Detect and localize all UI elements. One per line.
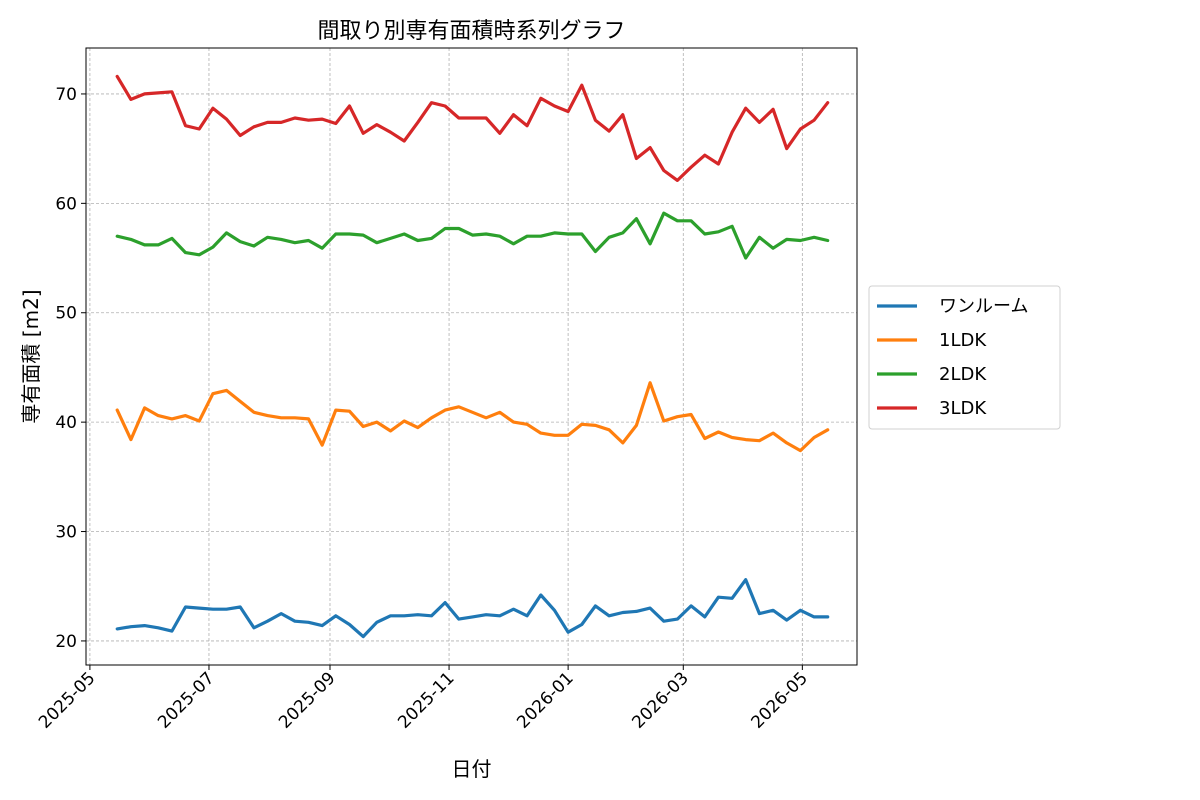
legend-label: 3LDK	[939, 398, 987, 419]
y-axis-title: 専有面積 [m2]	[19, 289, 43, 423]
y-tick-label: 60	[55, 194, 77, 214]
y-tick-label: 70	[55, 85, 77, 105]
series-lines	[115, 74, 830, 639]
y-tick-label: 50	[55, 304, 77, 324]
y-axis-ticks: 20 30 40 50 60 70	[55, 85, 86, 652]
y-tick-label: 40	[55, 413, 77, 433]
legend-label: 2LDK	[939, 364, 987, 385]
series-line-1	[115, 578, 830, 639]
legend: ワンルーム 1LDK 2LDK 3LDK	[868, 285, 1061, 430]
grid	[86, 48, 857, 665]
legend-label: 1LDK	[939, 330, 987, 351]
series-line-3	[115, 211, 830, 260]
x-axis-title: 日付	[452, 757, 492, 781]
series-line-2	[115, 381, 830, 453]
y-tick-label: 30	[55, 523, 77, 543]
legend-label: ワンルーム	[939, 296, 1028, 317]
plot-area-frame	[85, 47, 858, 666]
legend-box	[868, 285, 1061, 430]
y-tick-label: 20	[55, 632, 77, 652]
series-line-4	[115, 74, 830, 182]
chart-title: 間取り別専有面積時系列グラフ	[317, 19, 625, 44]
